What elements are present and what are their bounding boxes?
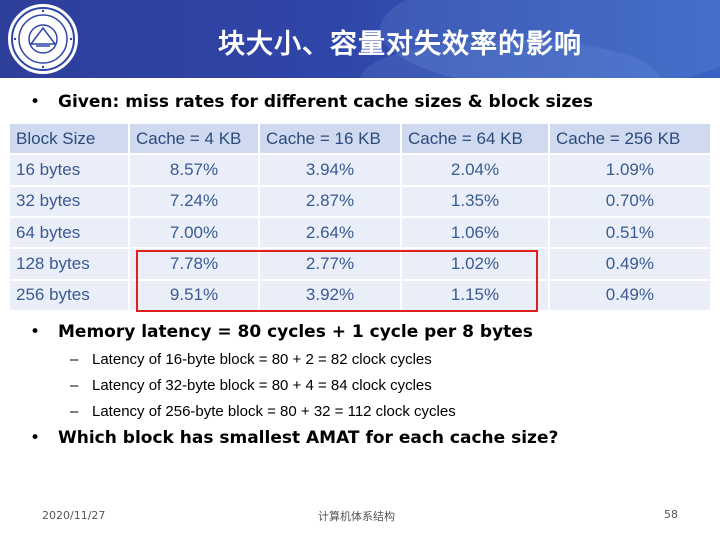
slide-title: 块大小、容量对失效率的影响: [218, 29, 582, 60]
block-size-cell: 32 bytes: [10, 186, 130, 218]
banner-wave-decoration: [380, 0, 720, 78]
dash-icon: –: [70, 351, 79, 368]
sub-bullet-text: Latency of 16-byte block = 80 + 2 = 82 c…: [92, 351, 432, 368]
sub-bullet: – Latency of 32-byte block = 80 + 4 = 84 …: [70, 377, 432, 394]
page-number: 58: [664, 508, 678, 521]
dash-icon: –: [70, 403, 79, 420]
miss-rate-cell: 3.94%: [260, 155, 402, 187]
column-header: Cache = 16 KB: [260, 124, 402, 156]
miss-rate-cell: 1.06%: [402, 217, 550, 250]
block-size-cell: 256 bytes: [10, 280, 130, 312]
block-size-cell: 64 bytes: [10, 217, 130, 250]
miss-rate-cell: 7.78%: [130, 249, 260, 281]
miss-rate-cell: 0.70%: [550, 186, 712, 218]
miss-rate-cell: 0.49%: [550, 249, 712, 281]
bullet-latency: • Memory latency = 80 cycles + 1 cycle pe…: [30, 322, 533, 342]
miss-rate-cell: 2.64%: [260, 217, 402, 250]
table-row: 16 bytes 8.57% 3.94% 2.04% 1.09%: [10, 155, 712, 187]
table-header-row: Block Size Cache = 4 KB Cache = 16 KB Ca…: [10, 124, 712, 156]
bullet-question: • Which block has smallest AMAT for each …: [30, 428, 558, 448]
footer-date: 2020/11/27: [42, 509, 106, 522]
bullet-dot-icon: •: [30, 92, 41, 112]
title-banner: 块大小、容量对失效率的影响: [0, 0, 720, 78]
column-header: Cache = 256 KB: [550, 124, 712, 156]
miss-rate-cell: 3.92%: [260, 280, 402, 312]
column-header: Block Size: [10, 124, 130, 156]
bullet-latency-text: Memory latency = 80 cycles + 1 cycle per…: [58, 322, 533, 342]
sub-bullet: – Latency of 16-byte block = 80 + 2 = 82 …: [70, 351, 432, 368]
university-seal-icon: [8, 4, 78, 74]
bullet-question-text: Which block has smallest AMAT for each c…: [58, 428, 559, 448]
miss-rate-cell: 0.49%: [550, 280, 712, 312]
miss-rate-cell: 0.51%: [550, 217, 712, 250]
bullet-given-text: Given: miss rates for different cache si…: [58, 92, 593, 112]
bullet-dot-icon: •: [30, 428, 41, 448]
sub-bullet: – Latency of 256-byte block = 80 + 32 = 1…: [70, 403, 456, 420]
highlight-box: [136, 250, 538, 312]
miss-rate-cell: 1.09%: [550, 155, 712, 187]
miss-rate-cell: 2.04%: [402, 155, 550, 187]
miss-rate-cell: 2.77%: [260, 249, 402, 281]
column-header: Cache = 4 KB: [130, 124, 260, 156]
table-row: 32 bytes 7.24% 2.87% 1.35% 0.70%: [10, 186, 712, 218]
table-row: 128 bytes 7.78% 2.77% 1.02% 0.49%: [10, 249, 712, 281]
bullet-given: • Given: miss rates for different cache s…: [30, 92, 593, 112]
miss-rate-cell: 7.00%: [130, 217, 260, 250]
miss-rate-table: Block Size Cache = 4 KB Cache = 16 KB Ca…: [10, 124, 712, 312]
sub-bullet-text: Latency of 32-byte block = 80 + 4 = 84 c…: [92, 377, 432, 394]
miss-rate-cell: 1.35%: [402, 186, 550, 218]
column-header: Cache = 64 KB: [402, 124, 550, 156]
miss-rate-cell: 1.02%: [402, 249, 550, 281]
bullet-dot-icon: •: [30, 322, 41, 342]
footer-course: 计算机体系结构: [318, 510, 395, 523]
table-row: 64 bytes 7.00% 2.64% 1.06% 0.51%: [10, 217, 712, 250]
miss-rate-cell: 7.24%: [130, 186, 260, 218]
block-size-cell: 16 bytes: [10, 155, 130, 187]
miss-rate-cell: 2.87%: [260, 186, 402, 218]
block-size-cell: 128 bytes: [10, 249, 130, 281]
sub-bullet-text: Latency of 256-byte block = 80 + 32 = 11…: [92, 403, 456, 420]
miss-rate-cell: 8.57%: [130, 155, 260, 187]
dash-icon: –: [70, 377, 79, 394]
